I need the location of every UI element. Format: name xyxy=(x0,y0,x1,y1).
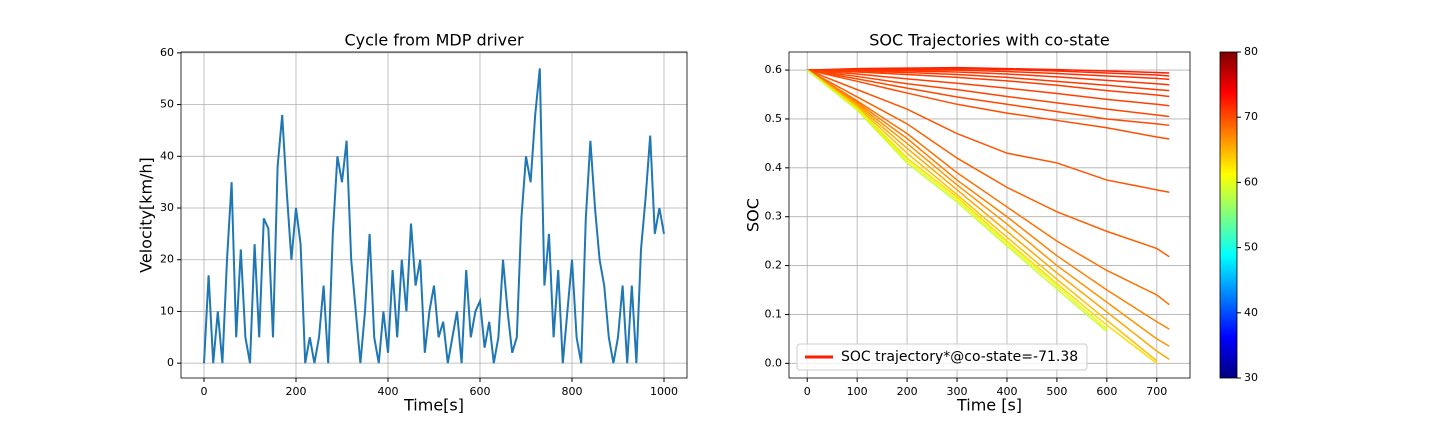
line xyxy=(806,69,1170,330)
x-tick-label: 600 xyxy=(1096,385,1117,398)
line xyxy=(807,69,1170,107)
x-tick-label: 600 xyxy=(470,385,491,398)
x-tick-label: 700 xyxy=(1146,385,1167,398)
line xyxy=(807,69,1170,86)
legend-box xyxy=(796,343,1088,371)
y-axis-label: SOC xyxy=(744,198,763,232)
line xyxy=(807,69,1170,118)
x-tick-label: 200 xyxy=(897,385,918,398)
line xyxy=(806,69,1170,306)
line xyxy=(806,69,1158,364)
x-tick-label: 400 xyxy=(996,385,1017,398)
x-tick-label: 800 xyxy=(562,385,583,398)
y-tick-label: 0.2 xyxy=(765,259,783,272)
line xyxy=(807,69,1170,92)
y-tick-label: 10 xyxy=(160,304,174,317)
line xyxy=(807,69,1170,127)
axes-frame xyxy=(180,51,688,379)
y-tick-label: 0.0 xyxy=(765,356,783,369)
x-tick-label: 500 xyxy=(1046,385,1067,398)
line xyxy=(807,69,1170,98)
y-axis-label: Velocity[km/h] xyxy=(137,157,156,273)
y-tick-label: 0.1 xyxy=(765,307,783,320)
line xyxy=(807,69,1170,140)
x-tick-label: 400 xyxy=(378,385,399,398)
line xyxy=(806,69,1158,362)
chart-title: SOC Trajectories with co-state xyxy=(869,31,1109,50)
y-tick-label: 60 xyxy=(160,46,174,59)
x-tick-label: 1000 xyxy=(650,385,678,398)
chart-title: Cycle from MDP driver xyxy=(344,31,523,50)
line xyxy=(806,69,1170,361)
line xyxy=(203,68,665,364)
colorbar-tick-label: 60 xyxy=(1244,175,1258,188)
y-tick-label: 0 xyxy=(167,356,174,369)
x-axis-label: Time[s] xyxy=(403,396,464,415)
x-tick-label: 300 xyxy=(947,385,968,398)
colorbar-tick-label: 40 xyxy=(1244,306,1258,319)
y-tick-label: 0.6 xyxy=(765,63,783,76)
y-tick-label: 20 xyxy=(160,253,174,266)
colorbar-tick-label: 70 xyxy=(1244,110,1258,123)
line xyxy=(806,69,1170,258)
x-tick-label: 0 xyxy=(804,385,811,398)
y-tick-label: 50 xyxy=(160,98,174,111)
colorbar-tick-label: 30 xyxy=(1244,371,1258,384)
y-tick-label: 30 xyxy=(160,201,174,214)
axes-frame xyxy=(788,51,1191,379)
x-axis-label: Time [s] xyxy=(956,396,1022,415)
colorbar xyxy=(1219,51,1238,379)
x-tick-label: 0 xyxy=(201,385,208,398)
y-tick-label: 0.5 xyxy=(765,112,783,125)
y-tick-label: 40 xyxy=(160,149,174,162)
x-tick-label: 100 xyxy=(847,385,868,398)
colorbar-tick-label: 50 xyxy=(1244,241,1258,254)
line xyxy=(806,69,1170,347)
line xyxy=(806,69,1170,194)
x-tick-label: 200 xyxy=(286,385,307,398)
colorbar-tick-label: 80 xyxy=(1244,45,1258,58)
legend-label: SOC trajectory*@co-state=-71.38 xyxy=(841,349,1078,365)
line xyxy=(806,69,1108,330)
y-tick-label: 0.3 xyxy=(765,210,783,223)
line xyxy=(806,69,1108,333)
y-tick-label: 0.4 xyxy=(765,161,783,174)
